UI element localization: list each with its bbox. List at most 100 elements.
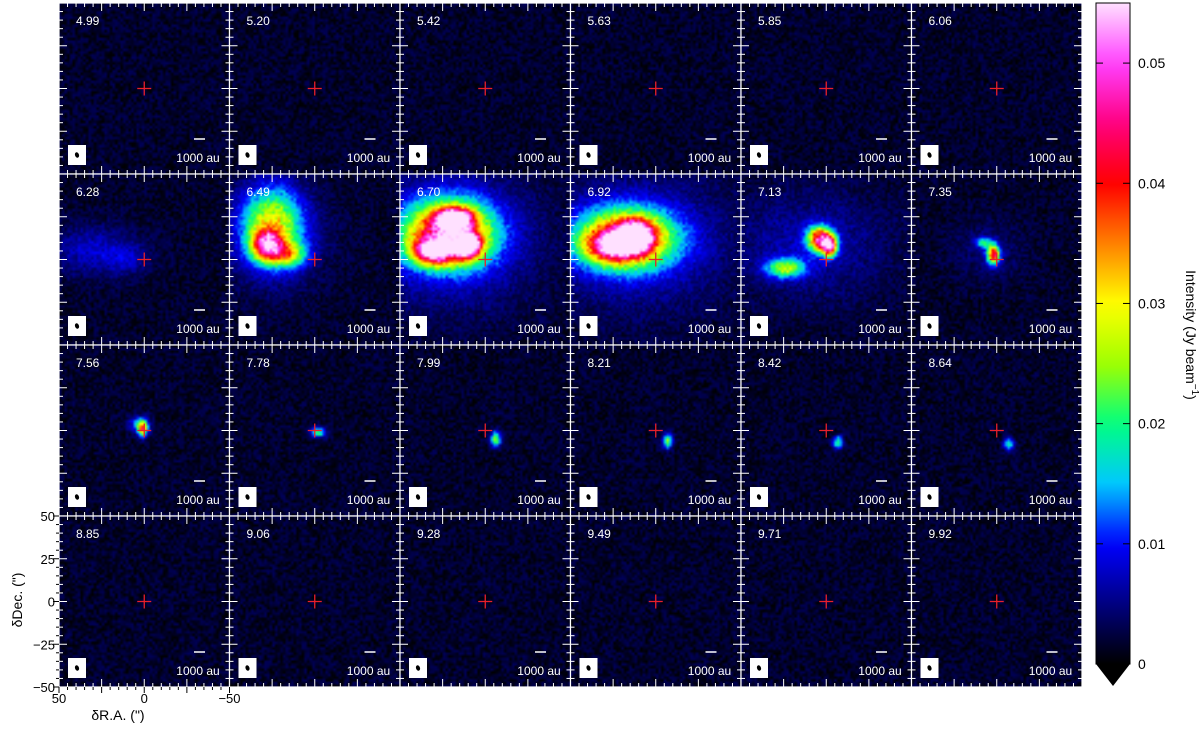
colorbar-gradient (1095, 2, 1131, 665)
scale-bar-label: 1000 au (347, 322, 390, 336)
beam-indicator (579, 487, 598, 507)
y-tick-label: 0 (48, 595, 55, 610)
channel-panel: 6.28 1000 au (58, 173, 231, 346)
beam-indicator (238, 145, 257, 165)
center-marker (137, 81, 152, 96)
center-marker (478, 594, 493, 609)
channel-panel: 5.85 1000 au (740, 2, 913, 175)
colorbar-extend-arrow (1096, 664, 1130, 686)
scale-bar-label: 1000 au (176, 493, 219, 507)
beam-indicator (68, 316, 86, 336)
beam-indicator (238, 658, 257, 678)
channel-label: 8.42 (758, 356, 782, 370)
scale-bar: 1000 au (688, 309, 731, 336)
scale-bar: 1000 au (688, 138, 731, 165)
panel-ticks (58, 515, 230, 688)
beam-indicator (579, 145, 598, 165)
scale-bar-label: 1000 au (176, 322, 219, 336)
channel-panel: 9.49 1000 au (569, 515, 742, 688)
panel-ticks (229, 173, 401, 346)
center-marker (137, 423, 152, 438)
channel-label: 8.85 (76, 527, 100, 541)
channel-label: 9.28 (417, 527, 441, 541)
channel-panel: 8.64 1000 au (910, 344, 1083, 517)
channel-label: 9.06 (247, 527, 271, 541)
channel-label: 9.92 (929, 527, 953, 541)
beam-indicator (409, 316, 427, 336)
scale-bar-label: 1000 au (1029, 151, 1072, 165)
beam-indicator (920, 487, 939, 507)
beam-indicator (750, 145, 768, 165)
channel-panel: 7.99 1000 au (399, 344, 572, 517)
channel-panel: 8.42 1000 au (740, 344, 913, 517)
channel-panel: 7.35 1000 au (910, 173, 1083, 346)
channel-panel: 5.63 1000 au (569, 2, 742, 175)
y-tick-label: 25 (41, 552, 55, 567)
channel-panel: 9.92 1000 au (910, 515, 1083, 688)
scale-bar-label: 1000 au (517, 322, 560, 336)
panel-ticks (229, 2, 401, 175)
scale-bar: 1000 au (517, 651, 561, 678)
center-marker (307, 423, 322, 438)
channel-panel: 7.56 1000 au (58, 344, 231, 517)
panel-ticks (740, 344, 912, 517)
panel-ticks (911, 344, 1083, 517)
beam-indicator (750, 316, 768, 336)
scale-bar-label: 1000 au (517, 493, 560, 507)
scale-bar: 1000 au (517, 309, 561, 336)
x-tick-label: 0 (141, 691, 148, 706)
panel-ticks (740, 2, 912, 175)
x-tick-label: 50 (52, 691, 66, 706)
center-marker (137, 594, 152, 609)
scale-bar: 1000 au (858, 138, 902, 165)
channel-panel: 6.06 1000 au (910, 2, 1083, 175)
scale-bar: 1000 au (1029, 651, 1072, 678)
channel-panel: 9.06 1000 au (228, 515, 401, 688)
center-marker (819, 423, 834, 438)
channel-panel: 5.20 1000 au (228, 2, 401, 175)
scale-bar: 1000 au (517, 138, 561, 165)
center-marker (819, 81, 834, 96)
scale-bar-label: 1000 au (688, 664, 731, 678)
channel-label: 6.06 (929, 14, 953, 28)
scale-bar-label: 1000 au (858, 151, 901, 165)
scale-bar-label: 1000 au (688, 151, 731, 165)
beam-indicator (750, 658, 768, 678)
scale-bar: 1000 au (347, 651, 390, 678)
beam-indicator (68, 658, 86, 678)
beam-indicator (920, 145, 939, 165)
scale-bar: 1000 au (347, 480, 390, 507)
channel-label: 5.20 (247, 14, 271, 28)
scale-bar: 1000 au (347, 138, 390, 165)
scale-bar: 1000 au (176, 480, 220, 507)
beam-indicator (409, 487, 427, 507)
x-tick-label: −50 (218, 691, 240, 706)
scale-bar: 1000 au (176, 138, 220, 165)
channel-panel: 4.99 1000 au (58, 2, 231, 175)
channel-panel: 8.21 1000 au (569, 344, 742, 517)
scale-bar-label: 1000 au (688, 493, 731, 507)
center-marker (478, 423, 493, 438)
channel-panel: 8.85 1000 au (58, 515, 231, 688)
center-marker (648, 81, 663, 96)
center-marker (478, 81, 493, 96)
scale-bar-label: 1000 au (347, 493, 390, 507)
colorbar-tick-label: 0.02 (1138, 416, 1165, 432)
center-marker (307, 252, 322, 267)
channel-label: 7.78 (247, 356, 271, 370)
scale-bar: 1000 au (858, 309, 902, 336)
scale-bar-label: 1000 au (347, 151, 390, 165)
channel-label: 8.64 (929, 356, 953, 370)
beam-indicator (409, 658, 427, 678)
beam-indicator (920, 658, 939, 678)
channel-label: 7.35 (929, 185, 953, 199)
y-tick-label: 50 (41, 509, 55, 524)
channel-label: 9.49 (588, 527, 612, 541)
scale-bar-label: 1000 au (176, 664, 219, 678)
scale-bar-label: 1000 au (1029, 322, 1072, 336)
channel-panel: 5.42 1000 au (399, 2, 572, 175)
scale-bar-label: 1000 au (858, 493, 901, 507)
beam-indicator (579, 658, 598, 678)
channel-panel: 7.13 1000 au (740, 173, 913, 346)
